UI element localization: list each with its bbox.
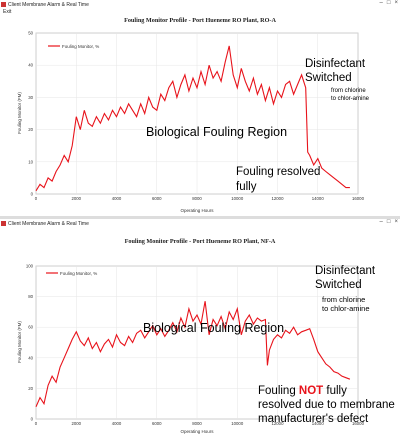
annotation-biological-fouling: Biological Fouling Region — [146, 125, 288, 139]
chart-title: Fouling Monitor Profile - Port Hueneme R… — [124, 238, 276, 245]
x-tick-label: 8000 — [192, 421, 202, 426]
x-tick-label: 0 — [35, 421, 38, 426]
annotation-from-chlorine: from chlorine — [322, 295, 366, 304]
annotation-resolved-due: resolved due to membrane — [258, 399, 395, 411]
annotation-fouling-not-fully: Fouling NOT fully — [258, 385, 347, 397]
annotation-disinfectant: Disinfectant — [305, 58, 366, 70]
y-axis-label: Fouling Monitor (FM) — [17, 92, 22, 134]
y-tick-label: 0 — [31, 417, 34, 422]
minimize-button[interactable]: – — [379, 219, 383, 225]
x-tick-label: 16000 — [352, 196, 365, 201]
x-tick-label: 12000 — [272, 196, 285, 201]
x-tick-label: 10000 — [231, 421, 244, 426]
annotation-biological-fouling: Biological Fouling Region — [143, 321, 285, 335]
x-tick-label: 14000 — [312, 421, 325, 426]
annotation-not: NOT — [298, 385, 324, 397]
window-controls: – □ × — [380, 219, 398, 225]
legend-label: Fouling Monitor, % — [62, 44, 99, 49]
x-tick-label: 12000 — [272, 421, 285, 426]
chart-window-ro-a: Client Membrane Alarm & Real Time – □ × … — [0, 0, 400, 216]
x-tick-label: 6000 — [152, 421, 162, 426]
x-tick-label: 16000 — [352, 421, 365, 426]
y-tick-label: 10 — [28, 159, 33, 164]
y-tick-label: 20 — [28, 127, 33, 132]
annotation-switched: Switched — [305, 72, 352, 84]
annotation-fouling-resolved: Fouling resolved — [236, 166, 321, 178]
x-tick-label: 6000 — [152, 196, 162, 201]
annotation-from-chlorine: from chlorine — [331, 88, 366, 94]
close-button[interactable]: × — [394, 219, 398, 225]
y-tick-label: 60 — [28, 325, 33, 330]
legend: Fouling Monitor, % — [48, 44, 99, 49]
x-tick-label: 2000 — [71, 421, 81, 426]
x-tick-label: 10000 — [231, 196, 244, 201]
annotation-to-chloramine: to chlor-amine — [322, 304, 370, 313]
menu-exit[interactable]: Exit — [3, 9, 12, 15]
y-tick-label: 30 — [28, 95, 33, 100]
y-tick-label: 20 — [28, 386, 33, 391]
maximize-button[interactable]: □ — [386, 219, 391, 225]
y-tick-label: 40 — [28, 355, 33, 360]
legend: Fouling Monitor, % — [46, 271, 97, 276]
x-axis-label: Operating Hours — [180, 429, 214, 434]
annotation-switched: Switched — [315, 279, 362, 291]
window-title: Client Membrane Alarm & Real Time — [8, 220, 89, 227]
annotation-fully: fully — [236, 181, 257, 193]
y-tick-label: 80 — [28, 294, 33, 299]
window-title: Client Membrane Alarm & Real Time — [8, 1, 89, 8]
annotation-disinfectant: Disinfectant — [315, 265, 376, 277]
window-titlebar: Client Membrane Alarm & Real Time — [0, 219, 400, 228]
close-button[interactable]: × — [394, 0, 398, 6]
chart-window-nf-a: Client Membrane Alarm & Real Time – □ × … — [0, 219, 400, 435]
chart-ro-a: 0 2000 4000 6000 8000 10000 12000 14000 16000 0 1… — [17, 31, 365, 214]
app-icon — [1, 221, 6, 226]
app-icon — [1, 2, 6, 7]
window-controls: – □ × — [380, 0, 398, 6]
y-tick-label: 40 — [28, 63, 33, 68]
window-separator — [0, 216, 400, 219]
minimize-button[interactable]: – — [379, 0, 383, 6]
annotation-to-chloramine: to chlor-amine — [331, 96, 370, 102]
y-axis-label: Fouling Monitor (FM) — [17, 321, 22, 363]
window-titlebar: Client Membrane Alarm & Real Time — [0, 0, 400, 9]
series-line-fouling-monitor — [35, 301, 351, 408]
chart-nf-a: 0 2000 4000 6000 8000 10000 12000 14000 16000 0 2… — [17, 264, 365, 435]
chart-title: Fouling Monitor Profile - Port Hueneme R… — [124, 17, 276, 24]
y-tick-label: 50 — [28, 31, 33, 36]
x-axis-label: Operating Hours — [180, 208, 214, 213]
y-tick-label: 0 — [31, 192, 34, 197]
x-tick-label: 14000 — [312, 196, 325, 201]
legend-label: Fouling Monitor, % — [60, 271, 97, 276]
x-tick-label: 2000 — [71, 196, 81, 201]
x-tick-label: 8000 — [192, 196, 202, 201]
x-tick-label: 4000 — [112, 196, 122, 201]
maximize-button[interactable]: □ — [386, 0, 391, 6]
annotation-fully: fully — [326, 385, 347, 397]
annotation-manufacturer-defect: manufacturer's defect — [258, 413, 369, 425]
annotation-fouling: Fouling — [258, 385, 296, 397]
y-tick-label: 100 — [26, 264, 34, 269]
x-tick-label: 0 — [35, 196, 38, 201]
x-tick-label: 4000 — [112, 421, 122, 426]
series-line-fouling-monitor — [35, 45, 350, 192]
